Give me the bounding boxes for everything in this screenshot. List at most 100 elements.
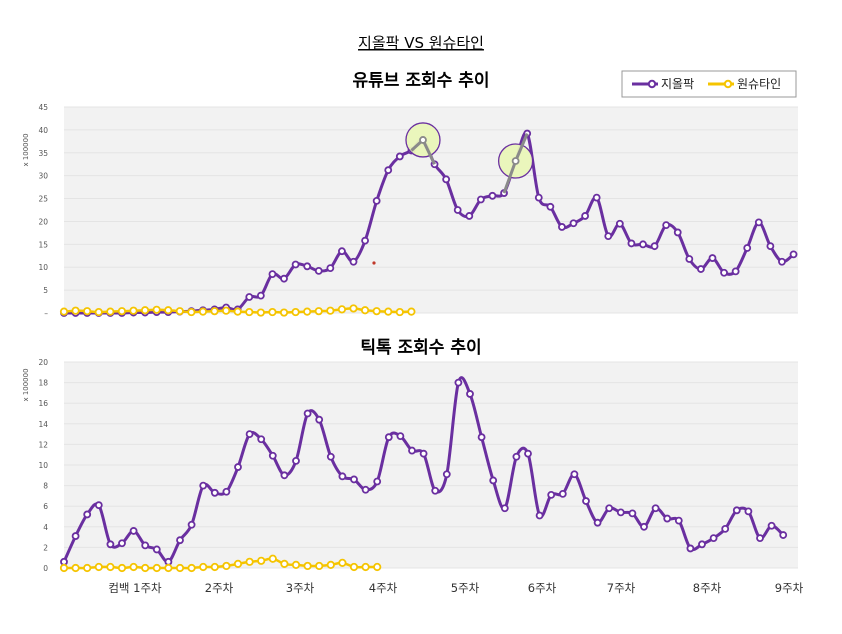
youtube-point-jiolpark <box>592 193 601 202</box>
tiktok-point-wonstein <box>315 561 324 571</box>
youtube-point-jiolpark <box>615 219 624 228</box>
tiktok-point-wonstein <box>152 563 161 573</box>
tiktok-y-tick-label: 20 <box>38 358 48 367</box>
youtube-point-jiolpark <box>349 257 358 266</box>
tiktok-point-jiolpark <box>152 545 161 554</box>
tiktok-point-wonstein <box>326 560 335 570</box>
tiktok-point-jiolpark <box>674 516 683 525</box>
youtube-y-tick-label: – <box>44 309 48 318</box>
x-tick-label: 2주차 <box>205 581 234 595</box>
tiktok-point-jiolpark <box>616 508 625 517</box>
tiktok-point-jiolpark <box>732 506 741 515</box>
tiktok-point-wonstein <box>291 560 301 570</box>
tiktok-point-jiolpark <box>106 540 115 549</box>
tiktok-point-wonstein <box>257 556 266 565</box>
youtube-point-wonstein <box>349 304 358 313</box>
youtube-point-wonstein <box>129 306 138 315</box>
youtube-point-wonstein <box>222 306 231 315</box>
tiktok-point-wonstein <box>129 562 138 572</box>
tiktok-point-wonstein <box>268 554 277 563</box>
tiktok-point-jiolpark <box>303 409 312 418</box>
tiktok-point-jiolpark <box>524 449 532 458</box>
x-tick-label: 컴백 1주차 <box>108 581 162 595</box>
tiktok-point-wonstein <box>210 562 219 572</box>
youtube-peak-point <box>511 157 520 165</box>
tiktok-point-jiolpark <box>744 507 753 516</box>
tiktok-point-jiolpark <box>605 504 614 513</box>
youtube-y-tick-label: 5 <box>43 286 48 295</box>
youtube-point-jiolpark <box>395 152 404 161</box>
tiktok-point-jiolpark <box>94 501 103 510</box>
tiktok-point-wonstein <box>361 562 370 572</box>
youtube-point-jiolpark <box>338 247 346 256</box>
tiktok-point-jiolpark <box>292 456 300 465</box>
tiktok-point-wonstein <box>187 563 196 573</box>
youtube-point-wonstein <box>256 308 265 317</box>
youtube-point-wonstein <box>291 307 300 317</box>
youtube-point-jiolpark <box>708 254 717 262</box>
tiktok-point-jiolpark <box>663 514 672 523</box>
tiktok-y-tick-label: 14 <box>38 420 48 429</box>
youtube-point-jiolpark <box>743 244 752 252</box>
tiktok-point-jiolpark <box>698 540 706 549</box>
youtube-point-wonstein <box>117 307 127 316</box>
tiktok-point-wonstein <box>164 563 173 573</box>
youtube-point-wonstein <box>303 307 312 316</box>
youtube-point-wonstein <box>245 307 254 317</box>
tiktok-point-jiolpark <box>361 485 370 494</box>
youtube-point-wonstein <box>187 307 196 317</box>
youtube-chart: 유튜브 조회수 추이 x 100000 지올팍 원슈타인 – 5 10 15 20 25 3… <box>22 70 798 318</box>
youtube-point-wonstein <box>233 307 242 316</box>
x-tick-label: 5주차 <box>451 581 480 595</box>
x-tick-label: 3주차 <box>286 581 315 595</box>
tiktok-point-jiolpark <box>268 451 277 460</box>
tiktok-y-tick-label: 10 <box>38 461 48 470</box>
tiktok-point-jiolpark <box>83 510 92 519</box>
tiktok-series-line-wonstein <box>64 557 378 570</box>
youtube-point-jiolpark <box>476 195 485 204</box>
tiktok-y-tick-label: 8 <box>43 482 48 491</box>
youtube-point-jiolpark <box>326 264 335 273</box>
tiktok-point-jiolpark <box>199 481 208 490</box>
tiktok-y-tick-label: 18 <box>38 379 48 388</box>
youtube-point-jiolpark <box>546 202 555 211</box>
tiktok-point-jiolpark <box>686 544 695 553</box>
youtube-point-jiolpark <box>384 166 393 175</box>
tiktok-point-jiolpark <box>489 476 498 485</box>
youtube-point-wonstein <box>395 307 404 317</box>
tiktok-point-jiolpark <box>222 487 231 496</box>
youtube-point-wonstein <box>94 307 103 317</box>
tiktok-point-jiolpark <box>477 433 486 442</box>
tiktok-point-jiolpark <box>396 432 405 441</box>
youtube-point-jiolpark <box>697 265 705 273</box>
youtube-point-jiolpark <box>314 266 323 275</box>
youtube-point-jiolpark <box>303 262 312 271</box>
tiktok-point-jiolpark <box>187 520 196 529</box>
tiktok-point-jiolpark <box>419 449 428 458</box>
x-tick-label: 6주차 <box>528 581 557 595</box>
tiktok-point-jiolpark <box>442 470 451 479</box>
tiktok-point-wonstein <box>280 559 289 568</box>
tiktok-point-wonstein <box>175 563 185 573</box>
youtube-point-wonstein <box>337 305 347 314</box>
youtube-point-wonstein <box>71 306 80 315</box>
youtube-point-jiolpark <box>372 196 381 205</box>
main-title: 지올팍 VS 원슈타인 <box>358 34 484 52</box>
legend-label-wonstein: 원슈타인 <box>737 77 781 91</box>
youtube-point-wonstein <box>326 306 335 315</box>
tiktok-point-jiolpark <box>454 378 463 387</box>
youtube-point-wonstein <box>175 307 184 316</box>
tiktok-chart: 틱톡 조회수 추이 x 100000 0 2 4 6 8 10 12 14 16 18 20 <box>22 338 798 573</box>
youtube-point-wonstein <box>83 307 92 316</box>
tiktok-point-jiolpark <box>721 524 730 533</box>
youtube-point-jiolpark <box>581 212 589 220</box>
x-tick-label: 4주차 <box>369 581 398 595</box>
youtube-point-jiolpark <box>778 257 786 266</box>
tiktok-point-jiolpark <box>373 477 382 486</box>
tiktok-point-jiolpark <box>338 472 347 481</box>
youtube-point-jiolpark <box>754 218 763 227</box>
youtube-point-wonstein <box>360 306 370 315</box>
youtube-point-jiolpark <box>569 219 578 228</box>
tiktok-point-jiolpark <box>71 532 80 540</box>
